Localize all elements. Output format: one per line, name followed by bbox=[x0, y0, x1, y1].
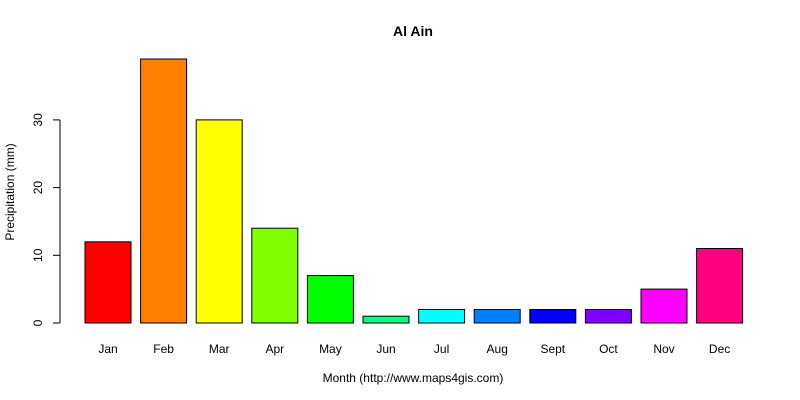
bar-may bbox=[306, 275, 354, 324]
x-tick-label: Jan bbox=[98, 342, 117, 356]
y-tick-label: 0 bbox=[31, 319, 45, 326]
bars-group bbox=[84, 58, 744, 324]
chart-title: Al Ain bbox=[393, 23, 433, 39]
x-tick-label: Sept bbox=[540, 342, 565, 356]
bar-sept bbox=[529, 309, 577, 324]
x-tick-label: Jun bbox=[376, 342, 395, 356]
x-axis-label: Month (http://www.maps4gis.com) bbox=[323, 371, 504, 385]
y-axis: 0 10 20 30 bbox=[31, 113, 61, 326]
x-tick-label: Dec bbox=[709, 342, 730, 356]
x-tick-label: May bbox=[319, 342, 342, 356]
x-tick-label: Nov bbox=[653, 342, 674, 356]
x-tick-labels: Jan Feb Mar Apr May Jun Jul Aug Sept Oct Nov Dec bbox=[98, 342, 730, 356]
bar-mar bbox=[195, 119, 243, 324]
y-axis-label: Precipitation (mm) bbox=[3, 143, 17, 240]
x-tick-label: Oct bbox=[599, 342, 618, 356]
bar-feb bbox=[140, 58, 188, 324]
x-tick-label: Aug bbox=[487, 342, 508, 356]
y-tick-label: 20 bbox=[31, 181, 45, 195]
bar-dec bbox=[696, 248, 744, 324]
x-tick-label: Apr bbox=[265, 342, 284, 356]
bar-apr bbox=[251, 227, 299, 324]
x-tick-label: Feb bbox=[153, 342, 174, 356]
x-tick-label: Jul bbox=[434, 342, 449, 356]
bar-jun bbox=[362, 315, 410, 324]
bar-oct bbox=[584, 309, 632, 324]
y-tick-label: 30 bbox=[31, 113, 45, 127]
bar-aug bbox=[473, 309, 521, 324]
bar-jan bbox=[84, 241, 132, 324]
bar-jul bbox=[418, 309, 466, 324]
bar-nov bbox=[640, 288, 688, 324]
x-tick-label: Mar bbox=[209, 342, 230, 356]
y-tick-label: 10 bbox=[31, 248, 45, 262]
